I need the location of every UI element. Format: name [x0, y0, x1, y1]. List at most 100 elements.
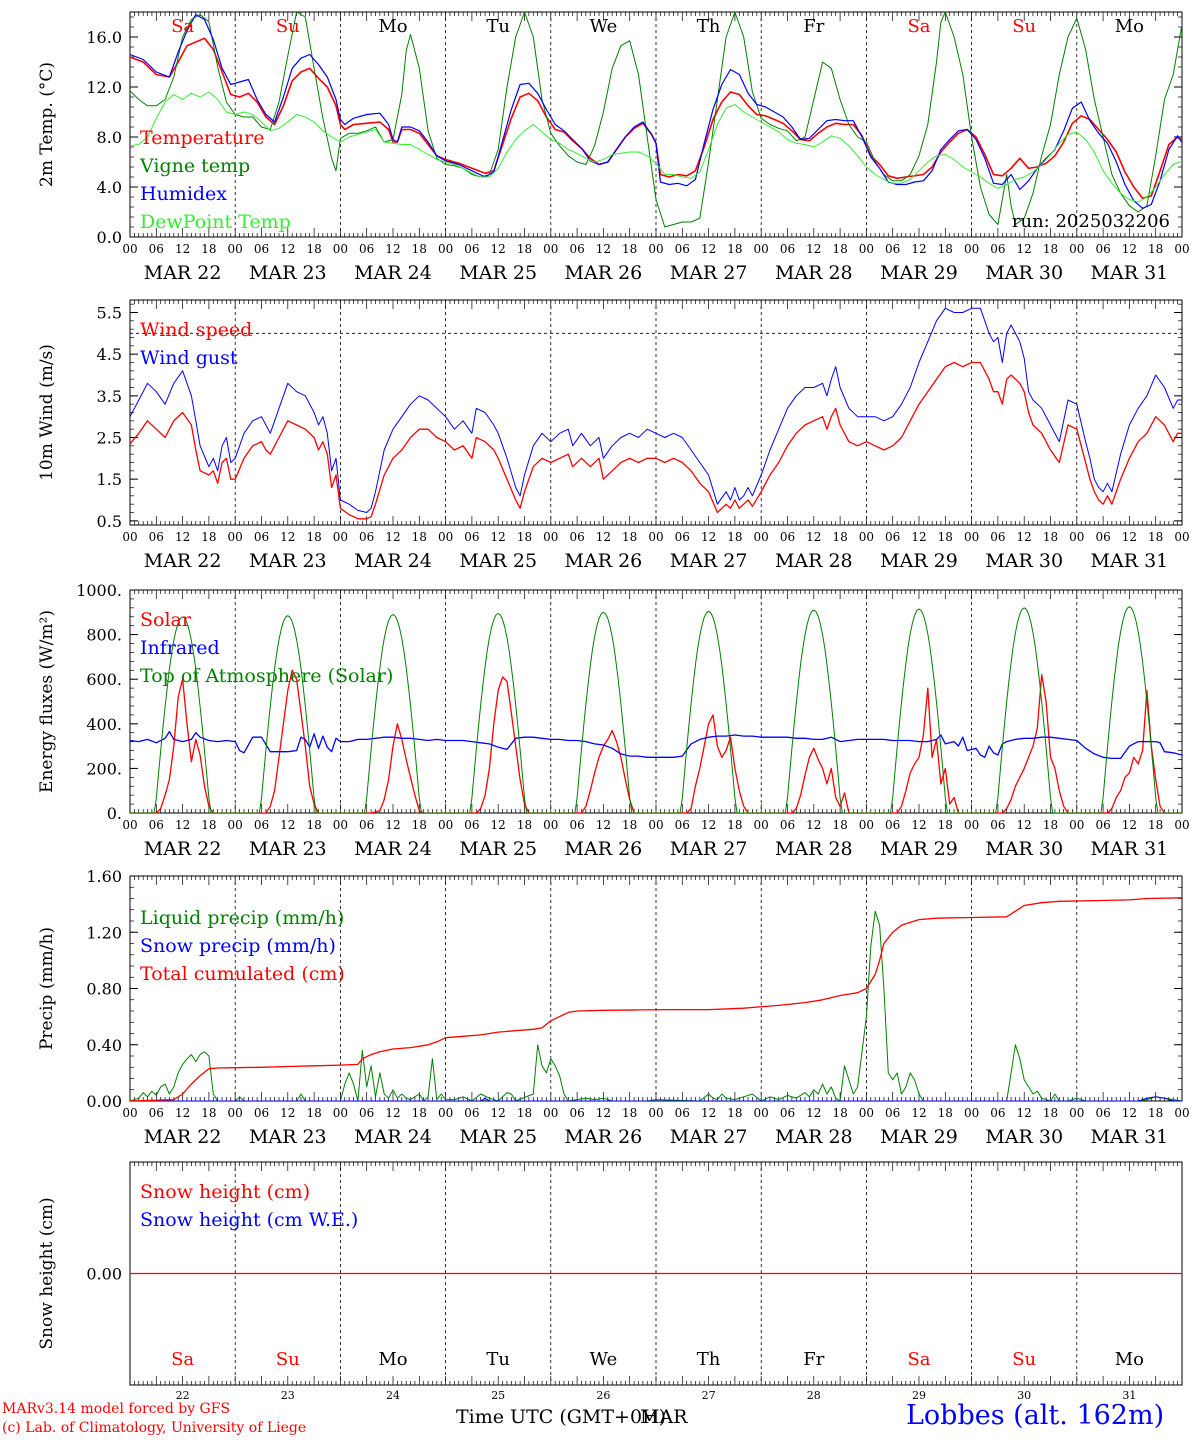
hour-tick-label: 12: [385, 1106, 400, 1120]
date-label: MAR 31: [1091, 550, 1169, 572]
legend-item: Top of Atmosphere (Solar): [140, 665, 393, 687]
hour-tick-label: 00: [964, 1106, 979, 1120]
y-tick-label: 1000.: [76, 581, 122, 600]
day-of-week-label: Th: [697, 16, 721, 37]
hour-tick-label: 06: [885, 242, 900, 256]
date-label: MAR 28: [775, 1126, 853, 1148]
day-of-week-label: Fr: [803, 1349, 824, 1370]
hour-tick-label: 12: [385, 818, 400, 832]
date-label: MAR 30: [985, 1126, 1063, 1148]
day-of-week-label: Mo: [378, 1349, 407, 1370]
hour-tick-label: 18: [1148, 818, 1163, 832]
hour-tick-label: 12: [491, 242, 506, 256]
hour-tick-label: 00: [228, 242, 243, 256]
panel-frame: [129, 299, 1183, 526]
hour-tick-label: 18: [938, 530, 953, 544]
hour-tick-label: 12: [806, 242, 821, 256]
panel-frame: [129, 11, 1183, 238]
date-label: MAR 23: [249, 262, 327, 284]
date-label: MAR 23: [249, 838, 327, 860]
hour-tick-label: 00: [438, 1106, 453, 1120]
hour-tick-label: 18: [832, 1106, 847, 1120]
day-of-week-label: Tu: [486, 16, 510, 37]
hour-tick-label: 06: [780, 818, 795, 832]
hour-tick-label: 18: [201, 242, 216, 256]
hour-tick-label: 12: [806, 530, 821, 544]
date-label: MAR 27: [670, 1126, 748, 1148]
date-label: MAR 22: [144, 1126, 222, 1148]
hour-tick-label: 12: [280, 530, 295, 544]
hour-tick-label: 18: [1148, 242, 1163, 256]
hour-tick-label: 06: [675, 818, 690, 832]
hour-tick-label: 00: [228, 1106, 243, 1120]
hour-tick-label: 12: [911, 242, 926, 256]
hour-tick-label: 18: [622, 818, 637, 832]
y-tick-label: 0.80: [86, 980, 122, 999]
hour-tick-label: 00: [754, 242, 769, 256]
y-axis-title: Precip (mm/h): [37, 927, 57, 1050]
y-tick-label: 12.0: [86, 78, 122, 97]
hour-tick-label: 00: [1174, 242, 1189, 256]
series-line-liquid-precip-mm-h: [130, 910, 1182, 1101]
day-of-week-label: Fr: [803, 16, 824, 37]
hour-tick-label: 18: [1148, 1106, 1163, 1120]
hour-tick-label: 06: [359, 818, 374, 832]
hour-tick-label: 06: [1095, 530, 1110, 544]
series-line-temperature: [130, 37, 1182, 200]
hour-tick-label: 06: [254, 818, 269, 832]
hour-tick-label: 12: [175, 530, 190, 544]
hour-tick-label: 12: [1122, 530, 1137, 544]
hour-tick-label: 12: [596, 818, 611, 832]
hour-tick-label: 00: [754, 530, 769, 544]
hour-tick-label: 00: [122, 1106, 137, 1120]
hour-tick-label: 06: [885, 530, 900, 544]
hour-tick-label: 00: [859, 818, 874, 832]
date-label: MAR 30: [985, 550, 1063, 572]
hour-tick-label: 18: [201, 818, 216, 832]
hour-tick-label: 00: [1069, 818, 1084, 832]
hour-tick-label: 06: [569, 242, 584, 256]
hour-tick-label: 00: [1174, 1106, 1189, 1120]
date-label: MAR 29: [880, 262, 958, 284]
hour-tick-label: 00: [1174, 818, 1189, 832]
legend-item: Liquid precip (mm/h): [140, 907, 344, 929]
day-number-label: 25: [491, 1389, 505, 1402]
day-of-week-label: Su: [276, 16, 300, 37]
hour-tick-label: 12: [806, 1106, 821, 1120]
hour-tick-label: 18: [306, 530, 321, 544]
hour-tick-label: 00: [754, 818, 769, 832]
hour-tick-label: 00: [964, 818, 979, 832]
hour-tick-label: 00: [754, 1106, 769, 1120]
hour-tick-label: 06: [464, 530, 479, 544]
hour-tick-label: 12: [1017, 1106, 1032, 1120]
hour-tick-label: 06: [990, 1106, 1005, 1120]
hour-tick-label: 00: [1069, 530, 1084, 544]
y-tick-label: 1.60: [86, 867, 122, 886]
day-number-label: 31: [1122, 1389, 1136, 1402]
hour-tick-label: 00: [333, 530, 348, 544]
y-axis-title: 10m Wind (m/s): [37, 344, 57, 481]
hour-tick-label: 18: [306, 818, 321, 832]
hour-tick-label: 18: [938, 242, 953, 256]
hour-tick-label: 18: [1148, 530, 1163, 544]
hour-tick-label: 06: [675, 242, 690, 256]
hour-tick-label: 18: [727, 1106, 742, 1120]
station-name: Lobbes (alt. 162m): [906, 1400, 1165, 1431]
day-of-week-label: Su: [1012, 1349, 1036, 1370]
hour-tick-label: 12: [911, 1106, 926, 1120]
series-line-total-cumulated-cm: [130, 897, 1182, 1101]
date-label: MAR 22: [144, 550, 222, 572]
hour-tick-label: 12: [491, 1106, 506, 1120]
hour-tick-label: 12: [806, 818, 821, 832]
hour-tick-label: 00: [543, 530, 558, 544]
hour-tick-label: 00: [122, 818, 137, 832]
hour-tick-label: 12: [701, 818, 716, 832]
hour-tick-label: 12: [280, 1106, 295, 1120]
day-number-label: 24: [386, 1389, 400, 1402]
date-label: MAR 31: [1091, 838, 1169, 860]
hour-tick-label: 00: [648, 1106, 663, 1120]
y-tick-label: 0.00: [86, 1092, 122, 1111]
hour-tick-label: 06: [464, 1106, 479, 1120]
legend-item: Wind speed: [140, 319, 252, 341]
hour-tick-label: 06: [149, 530, 164, 544]
